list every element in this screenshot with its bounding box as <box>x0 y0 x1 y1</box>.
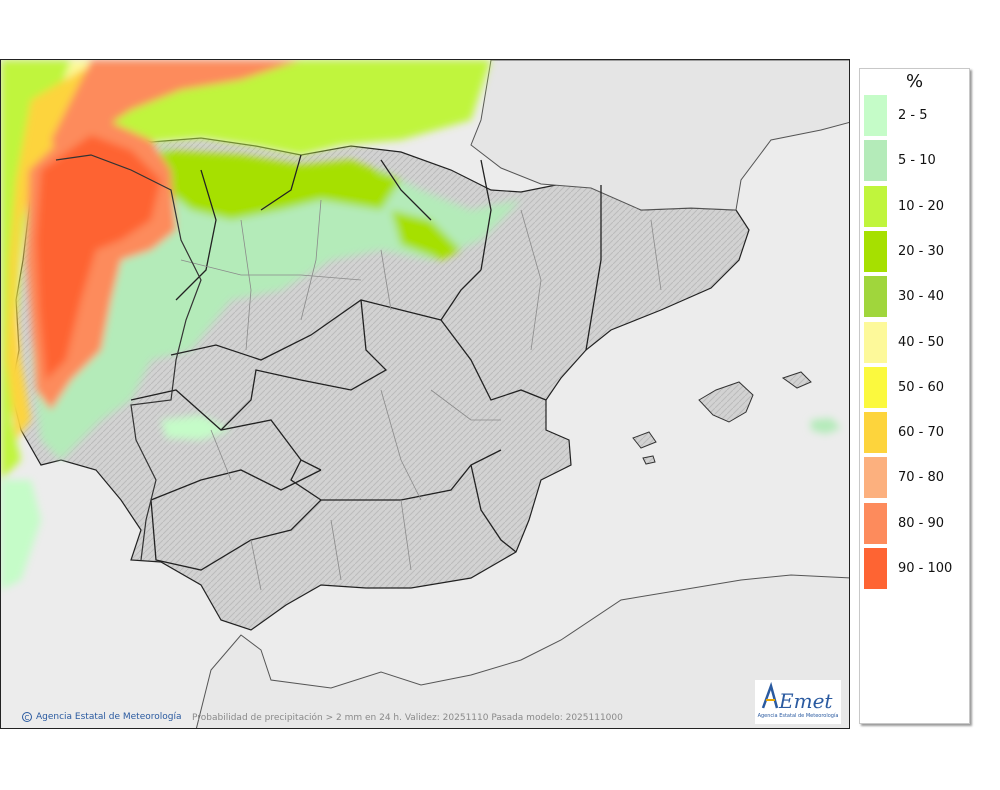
menorca <box>781 371 812 389</box>
legend-swatch <box>864 457 887 499</box>
legend-label: 50 - 60 <box>898 379 945 395</box>
aemet-logo-icon: Emet <box>761 681 833 713</box>
legend-label: 10 - 20 <box>898 198 945 214</box>
legend-label: 60 - 70 <box>898 425 945 441</box>
legend-swatch <box>864 366 887 408</box>
map-frame <box>0 59 850 729</box>
legend-label: 30 - 40 <box>898 289 945 305</box>
legend-label: 80 - 90 <box>898 515 945 531</box>
portugal-border <box>55 154 202 561</box>
legend-panel: % 2 - 5 5 - 10 10 - 20 20 - 30 30 - 40 40 - 5… <box>859 68 970 724</box>
legend-label: 70 - 80 <box>898 470 945 486</box>
copyright-icon: C <box>22 712 32 722</box>
legend-item: 30 - 40 <box>864 276 945 318</box>
legend-label: 40 - 50 <box>898 334 945 350</box>
credit-text: Agencia Estatal de Meteorología <box>36 712 182 722</box>
legend-swatch <box>864 502 887 544</box>
precipitation-shading <box>1 60 841 590</box>
legend-item: 90 - 100 <box>864 548 952 589</box>
france-coast <box>470 60 849 211</box>
map-caption: Probabilidad de precipitación > 2 mm en … <box>192 713 623 723</box>
legend-swatch <box>864 95 887 136</box>
legend-item: 5 - 10 <box>864 140 936 182</box>
legend-swatch <box>864 230 887 272</box>
legend-swatch <box>864 276 887 318</box>
legend-label: 90 - 100 <box>898 561 953 576</box>
ibiza <box>632 431 657 449</box>
legend-swatch <box>864 140 887 182</box>
legend-item: 70 - 80 <box>864 457 945 499</box>
legend-swatch <box>864 548 887 589</box>
aemet-logo: Emet Agencia Estatal de Meteorología <box>755 680 841 724</box>
svg-text:Emet: Emet <box>778 689 833 713</box>
mallorca <box>698 381 754 423</box>
formentera <box>642 455 656 465</box>
precipitation-map <box>1 60 849 728</box>
legend-item: 80 - 90 <box>864 502 945 544</box>
legend-label: 20 - 30 <box>898 243 945 259</box>
legend-swatch <box>864 185 887 227</box>
legend-item: 20 - 30 <box>864 230 945 272</box>
legend-swatch <box>864 412 887 454</box>
legend-item: 50 - 60 <box>864 366 945 408</box>
legend-swatch <box>864 321 887 363</box>
aemet-logo-subtext: Agencia Estatal de Meteorología <box>757 713 839 719</box>
north-africa <box>195 574 849 728</box>
legend-item: 60 - 70 <box>864 412 945 454</box>
credit-line: C Agencia Estatal de Meteorología <box>22 712 182 722</box>
legend-item: 40 - 50 <box>864 321 945 363</box>
legend-label: 5 - 10 <box>898 153 936 169</box>
legend-item: 2 - 5 <box>864 95 928 136</box>
legend-title: % <box>905 71 924 92</box>
province-borders <box>180 199 662 591</box>
legend-item: 10 - 20 <box>864 185 945 227</box>
region-borders <box>130 154 602 571</box>
legend-label: 2 - 5 <box>898 108 928 123</box>
